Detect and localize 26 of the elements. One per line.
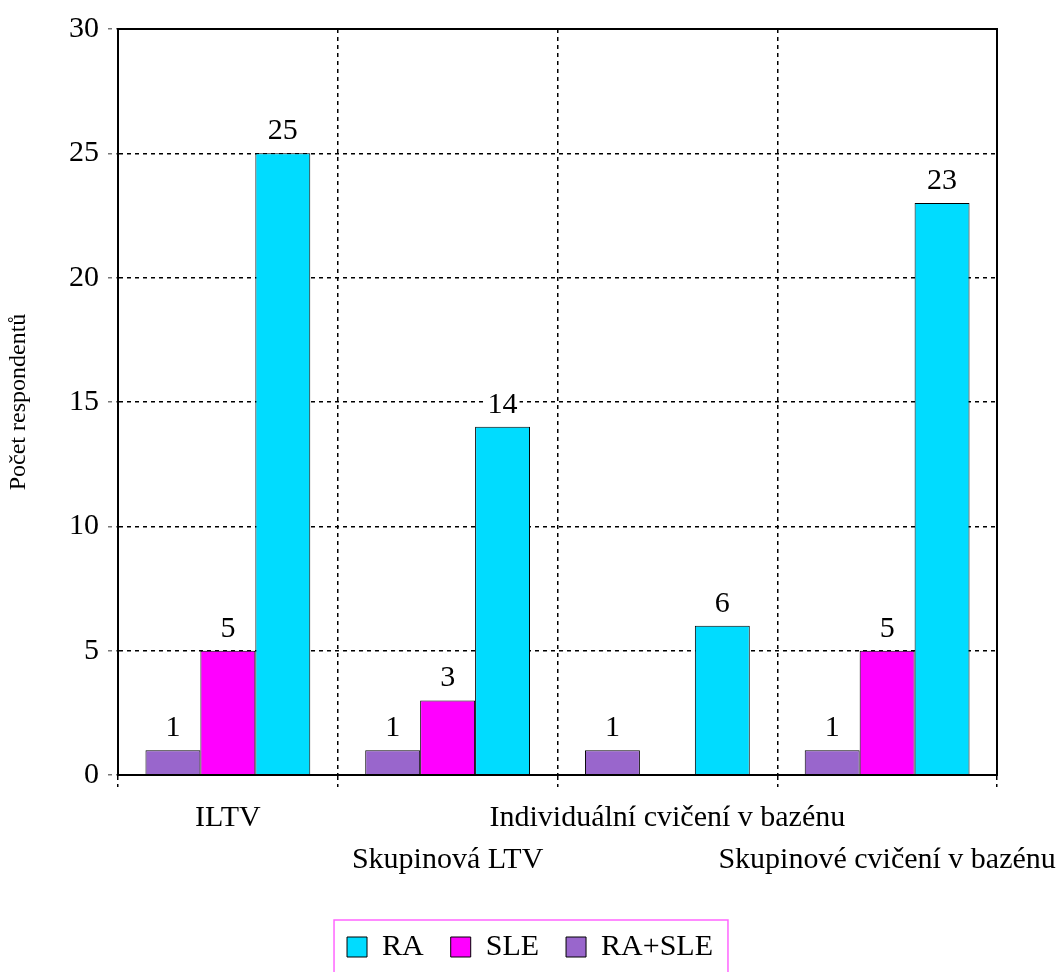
y-tick-label: 10 <box>69 507 99 541</box>
data-label: 1 <box>165 709 181 743</box>
y-axis-title: Počet respondentů <box>3 313 30 491</box>
data-label: 14 <box>487 385 518 419</box>
data-label: 5 <box>879 609 895 643</box>
legend-label: RA <box>382 927 425 961</box>
legend-label: RA+SLE <box>601 927 713 961</box>
x-tick-label: Skupinové cvičení v bazénu <box>718 840 1056 874</box>
x-tick-label: ILTV <box>195 798 261 832</box>
y-tick-label: 5 <box>84 631 99 665</box>
y-tick-label: 25 <box>69 134 99 168</box>
y-tick-label: 20 <box>69 258 99 292</box>
y-tick-label: 30 <box>69 9 99 43</box>
legend-label: SLE <box>485 927 540 961</box>
x-tick-label: Skupinová LTV <box>351 840 544 874</box>
data-label: 3 <box>440 659 456 693</box>
y-tick-label: 0 <box>84 755 99 789</box>
y-tick-label: 15 <box>69 382 99 416</box>
x-tick-label: Individuální cvičení v bazénu <box>489 798 846 832</box>
data-label: 23 <box>927 162 958 196</box>
data-label: 5 <box>220 609 236 643</box>
data-label: 6 <box>714 584 730 618</box>
data-label: 1 <box>385 709 401 743</box>
data-label: 1 <box>604 709 620 743</box>
data-label: 1 <box>824 709 840 743</box>
data-label: 25 <box>267 112 298 146</box>
